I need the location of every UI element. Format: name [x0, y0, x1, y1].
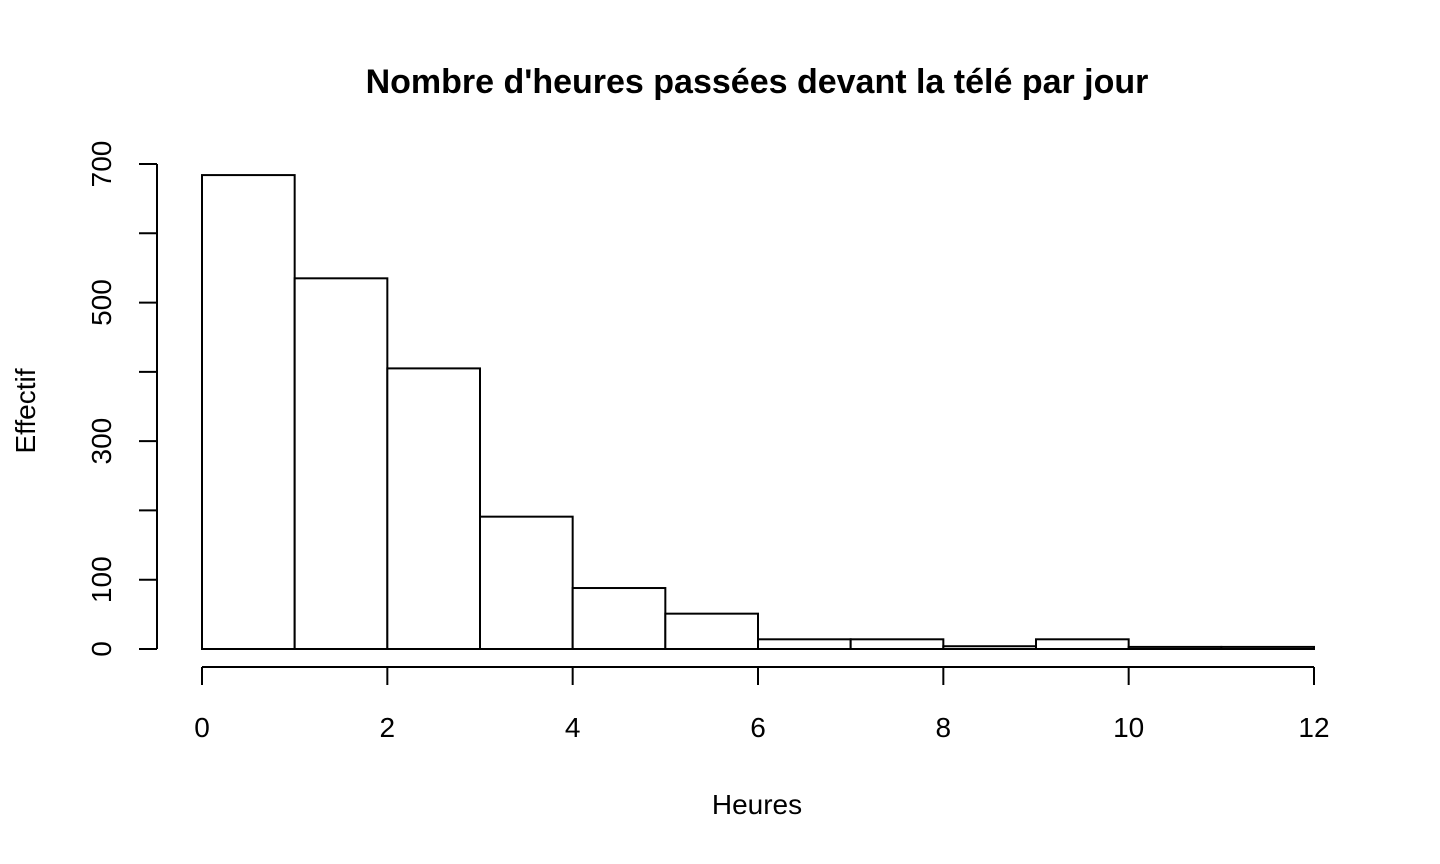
x-tick-label: 4 [565, 712, 581, 743]
histogram-bar [201, 174, 296, 650]
histogram-bar [757, 638, 852, 650]
bars-group [201, 174, 1316, 651]
y-axis-label: Effectif [10, 368, 41, 453]
x-axis-label: Heures [712, 789, 802, 820]
y-tick-label: 0 [86, 641, 117, 657]
histogram-bar [664, 612, 759, 651]
histogram-bar [293, 277, 389, 650]
x-tick-label: 10 [1113, 712, 1144, 743]
histogram-bar [849, 638, 945, 650]
x-axis: 0 2 4 6 8 10 12 [194, 666, 1330, 743]
histogram-bar [942, 645, 1037, 651]
histogram-bar [386, 367, 482, 650]
y-tick-label: 700 [86, 141, 117, 188]
histogram-bar [1035, 638, 1130, 650]
histogram-bar [1220, 645, 1316, 651]
histogram-bar [479, 515, 574, 651]
y-axis: 0 100 300 500 700 [86, 141, 158, 657]
chart-title: Nombre d'heures passées devant la télé p… [366, 63, 1149, 101]
y-tick-label: 300 [86, 418, 117, 465]
x-tick-label: 6 [750, 712, 766, 743]
x-tick-label: 8 [936, 712, 952, 743]
x-tick-label: 2 [380, 712, 396, 743]
x-tick-label: 12 [1298, 712, 1329, 743]
histogram-bar [1127, 645, 1223, 651]
y-tick-label: 500 [86, 279, 117, 326]
x-tick-label: 0 [194, 712, 210, 743]
y-tick-label: 100 [86, 556, 117, 603]
histogram-bar [571, 587, 667, 650]
